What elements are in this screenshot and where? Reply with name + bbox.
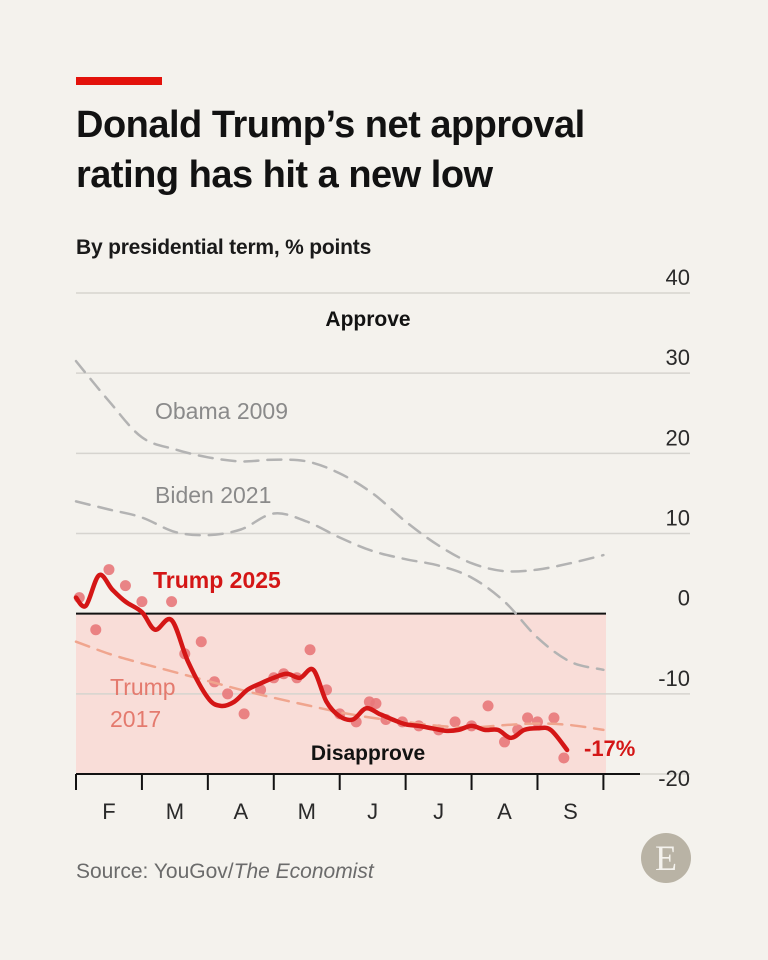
data-point (522, 712, 534, 724)
data-point (370, 697, 382, 709)
data-point (499, 736, 511, 748)
zone-label-disapprove: Disapprove (311, 742, 425, 765)
x-tick-label: M (298, 799, 316, 824)
data-point (119, 580, 131, 592)
data-point (449, 716, 461, 728)
x-tick-label: F (102, 799, 115, 824)
series-label-trump-2017-line1: Trump (110, 674, 176, 700)
economist-logo: E (641, 833, 691, 883)
x-tick-label: A (497, 799, 512, 824)
source-note: Source: YouGov/The Economist (76, 860, 374, 884)
source-publication: The Economist (233, 860, 374, 883)
series-line-biden-2021 (74, 500, 605, 672)
data-point (90, 624, 102, 636)
series-line-trump-2025 (73, 572, 570, 753)
x-tick-label: A (233, 799, 248, 824)
data-point (558, 752, 570, 764)
data-point (195, 636, 207, 648)
data-point (255, 684, 267, 696)
y-tick-label: -20 (658, 766, 690, 791)
y-tick-label: 40 (666, 265, 690, 290)
series-labels: Approve Disapprove Obama 2009 Biden 2021 Tru… (110, 308, 635, 765)
chart-title: Donald Trump’s net approval rating has h… (76, 104, 585, 196)
y-tick-label: 20 (666, 425, 690, 450)
y-tick-label: 10 (666, 506, 690, 531)
series-line-obama-2009 (74, 359, 605, 573)
y-tick-label: -10 (658, 666, 690, 691)
x-tick-label: J (367, 799, 378, 824)
series-label-biden-2021: Biden 2021 (155, 482, 271, 508)
x-tick-label: J (433, 799, 444, 824)
end-value-label: -17% (584, 736, 635, 761)
y-tick-label: 30 (666, 345, 690, 370)
series-lines (73, 359, 605, 753)
data-point (166, 596, 178, 608)
data-point (548, 712, 560, 724)
data-point (103, 564, 115, 576)
x-tick-label: S (563, 799, 578, 824)
data-point (238, 708, 250, 720)
data-point (222, 688, 234, 700)
series-line-trump-2017 (74, 640, 605, 732)
data-point (482, 700, 494, 712)
data-point (136, 596, 148, 608)
zone-label-approve: Approve (325, 308, 410, 331)
y-tick-label: 0 (678, 586, 690, 611)
chart-subtitle: By presidential term, % points (76, 236, 372, 259)
x-tick-label: M (166, 799, 184, 824)
y-axis-tick-labels: 40 30 20 10 0 -10 -20 (658, 265, 690, 791)
accent-bar (76, 77, 162, 85)
series-label-obama-2009: Obama 2009 (155, 398, 288, 424)
series-label-trump-2017-line2: 2017 (110, 706, 161, 732)
source-prefix: Source: YouGov/ (76, 860, 234, 883)
series-label-trump-2025: Trump 2025 (153, 567, 281, 593)
data-point (304, 644, 316, 656)
